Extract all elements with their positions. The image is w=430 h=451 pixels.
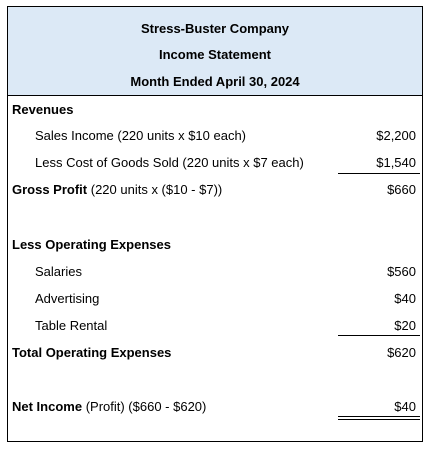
gross-profit-label: Gross Profit (220 units x ($10 - $7)): [12, 182, 222, 197]
gross-profit-detail: (220 units x ($10 - $7)): [87, 182, 223, 197]
sales-income-amount: $2,200: [376, 128, 416, 143]
expense-row-salaries: Salaries $560: [8, 264, 422, 284]
sales-income-label: Sales Income (220 units x $10 each): [35, 128, 247, 143]
net-income-double-underline: [338, 416, 420, 420]
cogs-label: Less Cost of Goods Sold (220 units x $7 …: [35, 155, 304, 170]
net-income-detail: (Profit) ($660 - $620): [82, 399, 207, 414]
income-statement: Stress-Buster Company Income Statement M…: [7, 6, 423, 442]
company-name: Stress-Buster Company: [140, 21, 290, 36]
net-income-amount: $40: [394, 399, 416, 414]
cogs-underline: [338, 173, 420, 174]
net-income-label: Net Income (Profit) ($660 - $620): [12, 399, 206, 414]
total-operating-expenses-label: Total Operating Expenses: [12, 345, 172, 360]
statement-period: Month Ended April 30, 2024: [130, 74, 300, 89]
expense-row-table-rental: Table Rental $20: [8, 318, 422, 338]
operating-expenses-heading: Less Operating Expenses: [12, 237, 171, 252]
table-rental-label: Table Rental: [35, 318, 108, 333]
statement-title: Income Statement: [159, 47, 271, 62]
revenues-heading-row: Revenues: [8, 102, 422, 122]
salaries-amount: $560: [387, 264, 416, 279]
sales-income-row: Sales Income (220 units x $10 each) $2,2…: [8, 128, 422, 148]
gross-profit-amount: $660: [387, 182, 416, 197]
table-rental-underline: [338, 335, 420, 336]
cogs-amount: $1,540: [376, 155, 416, 170]
revenues-heading: Revenues: [12, 102, 74, 117]
table-rental-amount: $20: [394, 318, 416, 333]
gross-profit-row: Gross Profit (220 units x ($10 - $7)) $6…: [8, 182, 422, 202]
operating-expenses-heading-row: Less Operating Expenses: [8, 237, 422, 257]
total-operating-expenses-amount: $620: [387, 345, 416, 360]
statement-header: Stress-Buster Company Income Statement M…: [8, 7, 422, 96]
salaries-label: Salaries: [35, 264, 82, 279]
expense-row-advertising: Advertising $40: [8, 291, 422, 311]
total-operating-expenses-row: Total Operating Expenses $620: [8, 345, 422, 365]
cogs-row: Less Cost of Goods Sold (220 units x $7 …: [8, 155, 422, 175]
net-income-row: Net Income (Profit) ($660 - $620) $40: [8, 399, 422, 419]
gross-profit-title: Gross Profit: [12, 182, 88, 197]
advertising-label: Advertising: [35, 291, 100, 306]
net-income-title: Net Income: [12, 399, 83, 414]
advertising-amount: $40: [394, 291, 416, 306]
